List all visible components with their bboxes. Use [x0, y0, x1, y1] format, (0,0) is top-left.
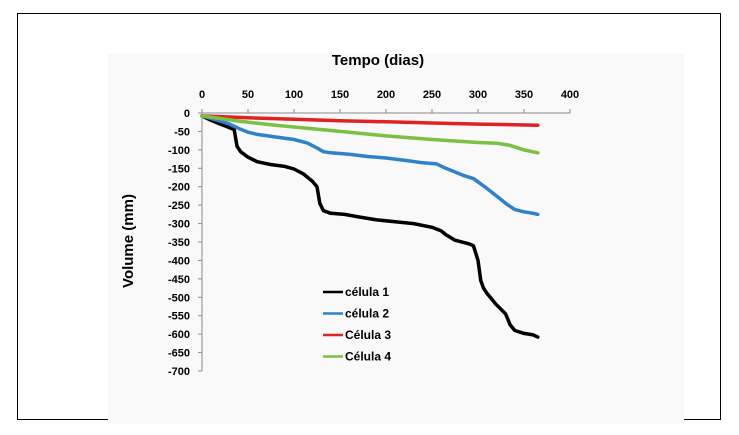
y-tick-label: -400 — [168, 255, 190, 267]
x-tick-label: 0 — [199, 89, 205, 101]
series-group — [200, 114, 540, 339]
y-tick-label: -200 — [168, 182, 190, 194]
y-tick-label: -650 — [168, 348, 190, 360]
x-tick-label: 250 — [423, 89, 441, 101]
x-tick-label: 400 — [561, 89, 579, 101]
legend-label-3: Célula 3 — [345, 328, 391, 342]
y-tick-label: -250 — [168, 200, 190, 212]
legend-label-4: Célula 4 — [345, 350, 391, 364]
x-tick-label: 150 — [331, 89, 349, 101]
x-axis-title: Tempo (dias) — [332, 52, 424, 69]
y-tick-label: -450 — [168, 274, 190, 286]
x-tick-label: 50 — [242, 89, 254, 101]
legend-label-2: célula 2 — [345, 307, 389, 321]
series-line-1 — [200, 114, 540, 339]
legend: célula 1 célula 2 Célula 3 Célula 4 — [323, 285, 391, 364]
y-tick-label: -50 — [174, 126, 190, 138]
legend-label-1: célula 1 — [345, 285, 389, 299]
y-axis-title: Volume (mm) — [120, 194, 137, 288]
series-line-2 — [200, 114, 540, 217]
series-line-3 — [200, 114, 540, 127]
y-tick-label: -700 — [168, 366, 190, 378]
x-tick-label: 200 — [377, 89, 395, 101]
y-tick-label: 0 — [184, 108, 190, 120]
y-tick-label: -600 — [168, 329, 190, 341]
y-tick-label: -300 — [168, 219, 190, 231]
x-tick-label: 350 — [515, 89, 533, 101]
x-tick-label: 300 — [469, 89, 487, 101]
y-tick-label: -550 — [168, 311, 190, 323]
y-tick-label: -350 — [168, 237, 190, 249]
y-tick-label: -150 — [168, 163, 190, 175]
y-tick-label: -100 — [168, 145, 190, 157]
axes: 0 50 100 150 200 250 300 350 400 0 -50 -100 -150 -200… — [168, 89, 579, 378]
series-line-4 — [200, 114, 540, 155]
x-tick-label: 100 — [285, 89, 303, 101]
y-tick-label: -500 — [168, 292, 190, 304]
